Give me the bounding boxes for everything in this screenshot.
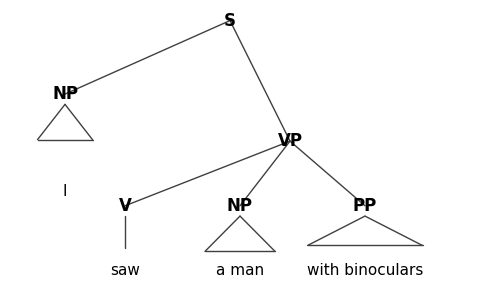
Text: NP: NP [52,85,78,103]
Text: NP: NP [227,197,253,215]
Text: PP: PP [353,197,377,215]
Text: saw: saw [110,263,140,278]
Text: S: S [224,11,236,30]
Text: V: V [118,197,132,215]
Text: a man: a man [216,263,264,278]
Text: I: I [63,183,67,199]
Text: with binoculars: with binoculars [307,263,423,278]
Text: VP: VP [278,132,302,150]
